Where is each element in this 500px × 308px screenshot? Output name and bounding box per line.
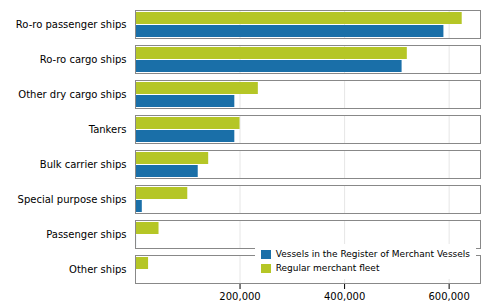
svg-text:Tankers: Tankers — [88, 124, 127, 135]
svg-text:Bulk carrier ships: Bulk carrier ships — [40, 159, 127, 170]
svg-text:Passenger ships: Passenger ships — [46, 229, 126, 240]
svg-text:Ro-ro cargo ships: Ro-ro cargo ships — [40, 54, 127, 65]
svg-text:400,000: 400,000 — [324, 291, 365, 302]
svg-text:200,000: 200,000 — [219, 291, 260, 302]
svg-text:600,000: 600,000 — [428, 291, 469, 302]
svg-text:Other ships: Other ships — [69, 264, 126, 275]
html-text:Regular merchant fleet: Regular merchant fleet — [275, 262, 380, 273]
html-text:Vessels in the Register of Mer: Vessels in the Register of Merchant Vess… — [275, 249, 470, 259]
svg-text:Ro-ro passenger ships: Ro-ro passenger ships — [16, 19, 127, 30]
svg-text:Other dry cargo ships: Other dry cargo ships — [18, 89, 126, 100]
svg-text:Special purpose ships: Special purpose ships — [18, 194, 127, 205]
